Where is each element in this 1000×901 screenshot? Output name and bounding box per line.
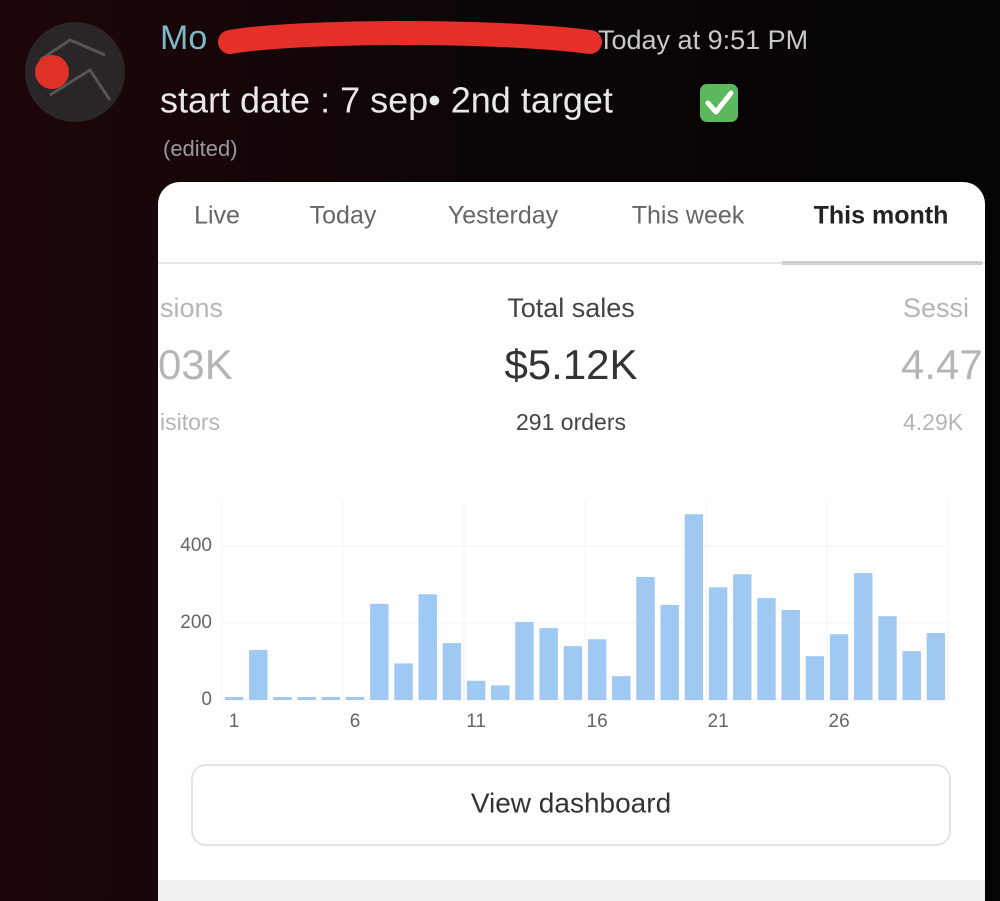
x-tick-label: 16 [587, 711, 608, 732]
bar [466, 680, 486, 700]
bar [878, 616, 897, 700]
bar [370, 603, 389, 700]
bar [902, 651, 921, 700]
tab[interactable]: Yesterday [448, 202, 559, 230]
card-footer [158, 880, 985, 901]
x-tick-label: 11 [466, 711, 486, 732]
bar [297, 697, 316, 700]
message-text: start date : 7 sep• 2nd target [160, 80, 613, 121]
bar [757, 598, 776, 700]
emoji-check [705, 90, 734, 115]
timestamp: Today at 9:51 PM [598, 25, 808, 55]
metric-sub: 4.29K [903, 409, 964, 435]
avatar-art [39, 38, 112, 101]
metric-sub: isitors [160, 409, 220, 435]
bar [442, 643, 462, 700]
y-tick-label: 200 [180, 612, 212, 633]
bar [539, 628, 558, 700]
button-label[interactable]: View dashboard [471, 787, 671, 818]
metric-value: 4.47 [901, 341, 983, 388]
avatar[interactable] [25, 22, 125, 122]
bar [345, 697, 365, 700]
bar [854, 573, 873, 700]
bar [708, 587, 728, 700]
bar [249, 650, 268, 700]
tab[interactable]: This month [814, 202, 949, 230]
bar [224, 697, 244, 700]
metric-value: 03K [158, 341, 233, 388]
x-tick-label: 1 [229, 711, 240, 732]
bar [418, 594, 437, 700]
tab[interactable]: This week [632, 202, 745, 230]
bar [781, 610, 800, 700]
bar [321, 697, 341, 700]
bar [805, 656, 825, 700]
bar [515, 621, 534, 700]
metric-label: Total sales [507, 293, 635, 323]
bar [660, 605, 679, 700]
avatar-redaction [35, 55, 69, 89]
y-tick-label: 400 [180, 535, 212, 556]
tab[interactable]: Live [194, 202, 240, 230]
metric-sub: 291 orders [516, 409, 626, 435]
view-dashboard-button[interactable] [191, 764, 951, 846]
x-tick-label: 26 [829, 711, 850, 732]
x-tick-label: 21 [708, 711, 729, 732]
bar [587, 639, 607, 700]
tab[interactable]: Today [310, 202, 377, 230]
x-tick-label: 6 [350, 711, 361, 732]
bar [273, 697, 292, 700]
bar [636, 576, 655, 700]
card: Live Today Yesterday This week This month sio… [158, 182, 985, 901]
metric-label: sions [160, 293, 223, 323]
edited-label: (edited) [163, 136, 238, 161]
bar [563, 646, 583, 700]
bar [491, 685, 510, 700]
bar [926, 633, 946, 700]
check-emoji [700, 84, 738, 122]
y-tick-label: 0 [201, 689, 212, 710]
author[interactable]: Mo [160, 19, 207, 57]
name-redaction [218, 21, 602, 54]
metric-label: Sessi [903, 293, 969, 323]
bar [733, 574, 752, 700]
bar [829, 634, 849, 700]
bar [684, 514, 704, 700]
bar [394, 663, 413, 700]
bar [612, 676, 631, 700]
metric-value: $5.12K [504, 341, 637, 388]
